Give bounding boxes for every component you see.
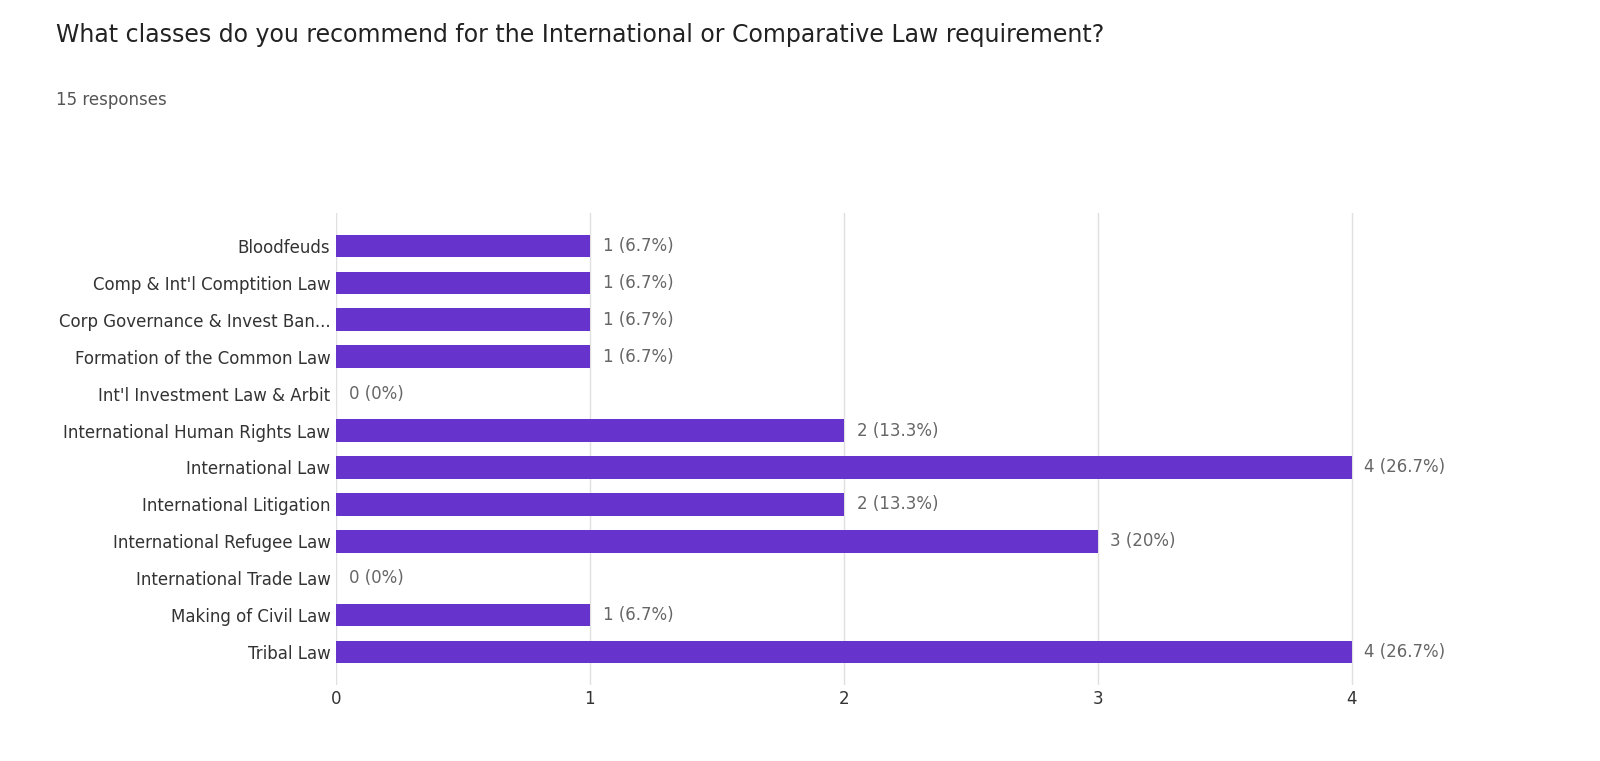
Bar bbox=[336, 642, 1352, 664]
Text: 1 (6.7%): 1 (6.7%) bbox=[603, 237, 674, 255]
Bar bbox=[336, 493, 843, 515]
Bar bbox=[336, 419, 843, 441]
Text: What classes do you recommend for the International or Comparative Law requireme: What classes do you recommend for the In… bbox=[56, 23, 1104, 47]
Text: 2 (13.3%): 2 (13.3%) bbox=[856, 422, 938, 440]
Bar bbox=[336, 272, 590, 294]
Text: 1 (6.7%): 1 (6.7%) bbox=[603, 607, 674, 624]
Bar bbox=[336, 345, 590, 368]
Text: 1 (6.7%): 1 (6.7%) bbox=[603, 274, 674, 291]
Text: 1 (6.7%): 1 (6.7%) bbox=[603, 310, 674, 329]
Bar bbox=[336, 604, 590, 626]
Text: 15 responses: 15 responses bbox=[56, 91, 166, 110]
Bar bbox=[336, 457, 1352, 479]
Text: 0 (0%): 0 (0%) bbox=[349, 384, 403, 403]
Bar bbox=[336, 530, 1098, 552]
Text: 1 (6.7%): 1 (6.7%) bbox=[603, 348, 674, 365]
Text: 4 (26.7%): 4 (26.7%) bbox=[1365, 458, 1445, 476]
Bar bbox=[336, 308, 590, 331]
Bar bbox=[336, 234, 590, 256]
Text: 2 (13.3%): 2 (13.3%) bbox=[856, 495, 938, 514]
Text: 4 (26.7%): 4 (26.7%) bbox=[1365, 643, 1445, 661]
Text: 0 (0%): 0 (0%) bbox=[349, 569, 403, 587]
Text: 3 (20%): 3 (20%) bbox=[1110, 533, 1176, 550]
